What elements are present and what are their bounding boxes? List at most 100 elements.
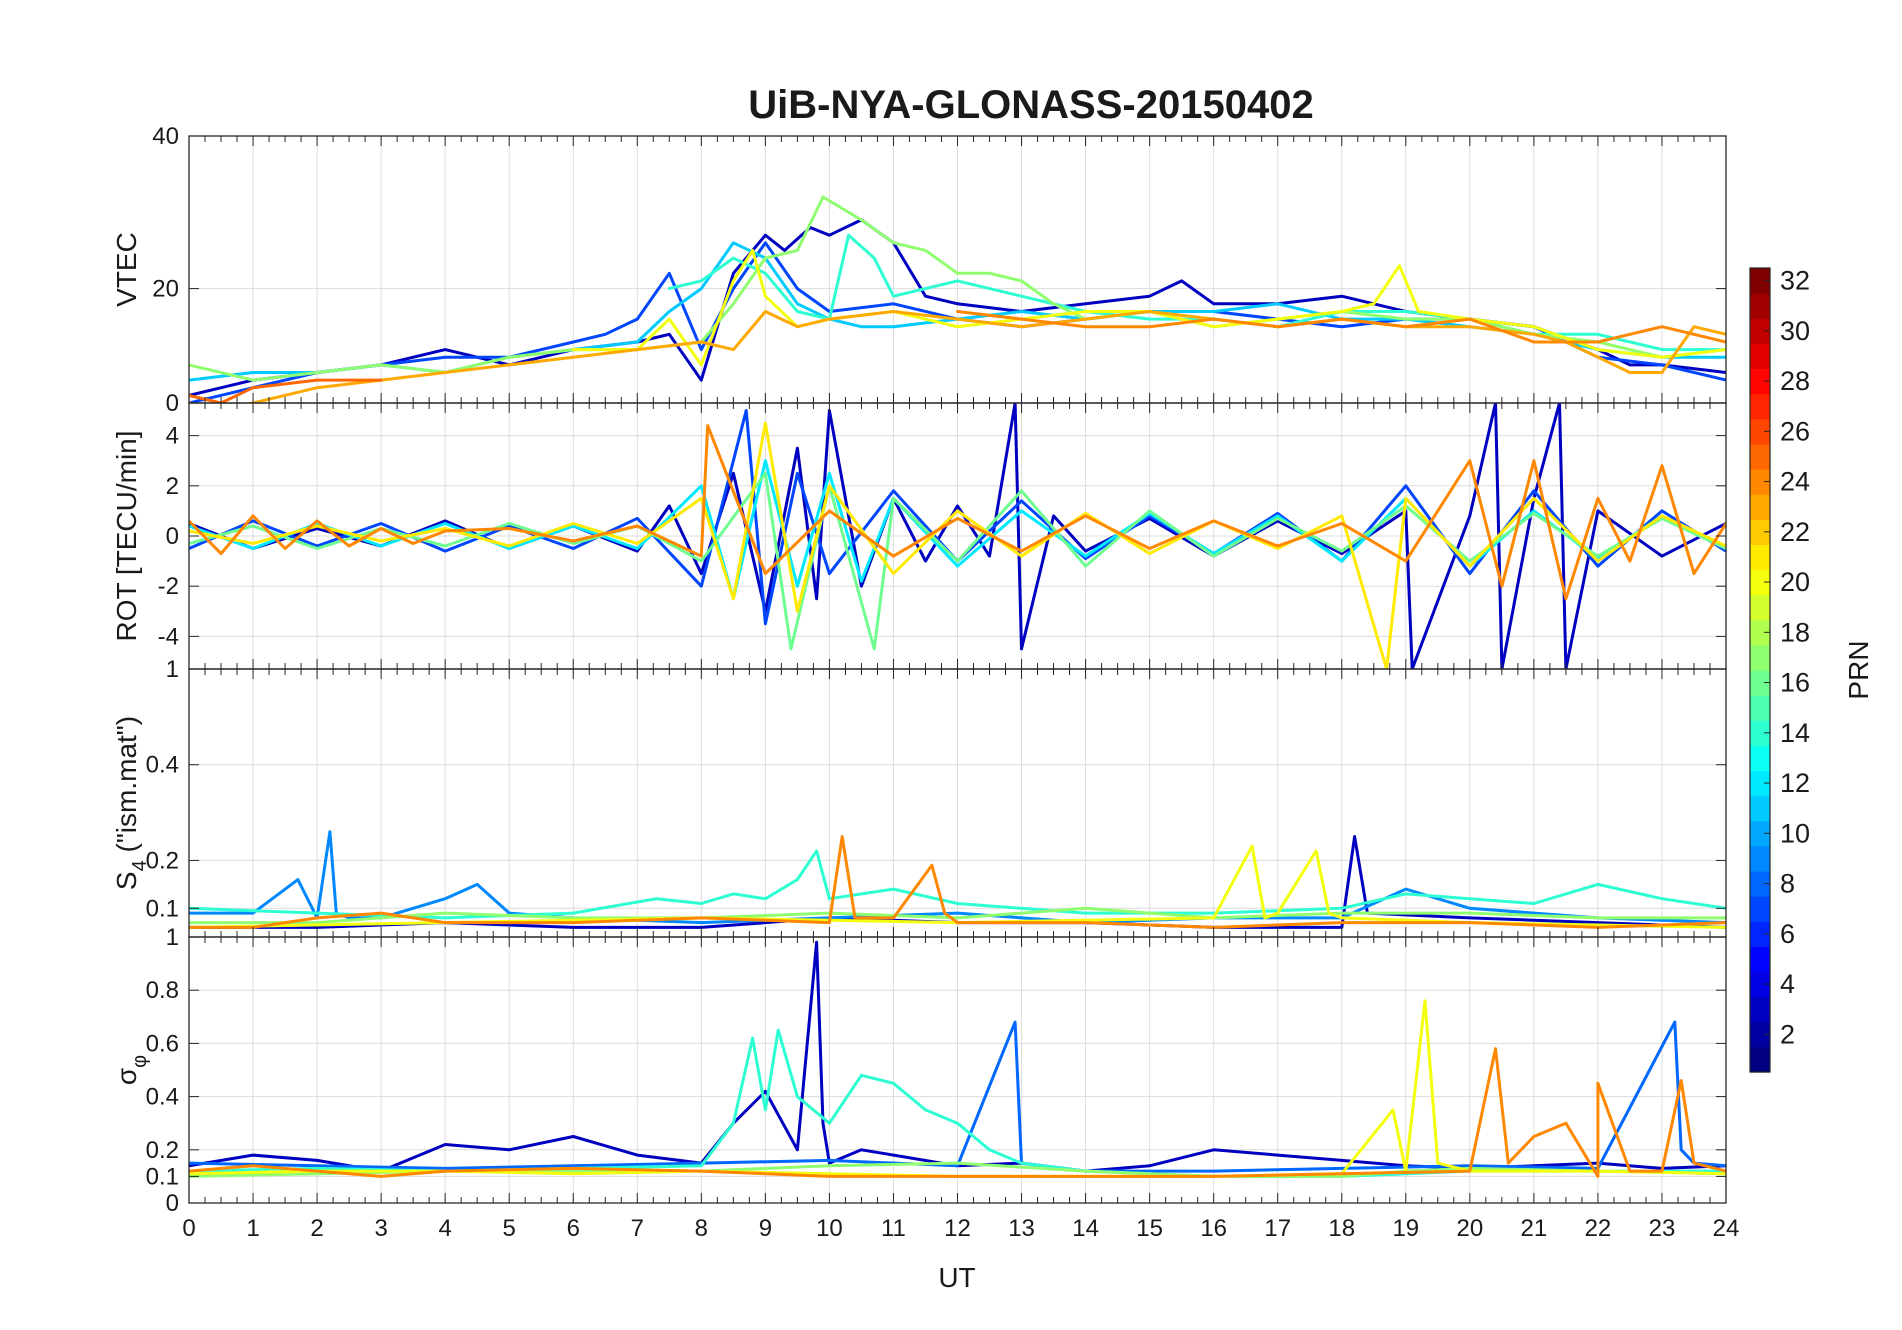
colorbar-segment [1750, 418, 1770, 445]
colorbar-frame [1749, 267, 1771, 1073]
colorbar-segment [1750, 971, 1770, 998]
colorbar-segment [1750, 368, 1770, 395]
colorbar-segment [1750, 745, 1770, 772]
colorbar-segment [1750, 871, 1770, 897]
colorbar-segment [1750, 619, 1770, 646]
x-tick-label: 9 [759, 1215, 772, 1242]
y-axis-label: σφ [111, 1055, 151, 1085]
colorbar-segment [1750, 795, 1770, 822]
y-axis-label: S4 ("ism.mat") [111, 716, 151, 890]
colorbar-segment [1750, 594, 1770, 621]
y-tick-label: 40 [152, 123, 179, 150]
x-tick-label: 2 [310, 1215, 323, 1242]
x-tick-label: 8 [695, 1215, 708, 1242]
y-tick-label: 1 [166, 924, 179, 951]
series-line-prn-17 [189, 906, 1726, 925]
colorbar-segment [1750, 268, 1770, 294]
y-tick-label: 0.1 [146, 895, 179, 922]
y-tick-label: -4 [158, 623, 179, 650]
colorbar-segment [1750, 519, 1770, 545]
series-line-prn-24 [189, 424, 1726, 601]
y-tick-label: 1 [166, 656, 179, 683]
y-tick-label: 0.2 [146, 847, 179, 874]
colorbar-segment [1750, 720, 1770, 746]
colorbar-tick-label: 16 [1780, 668, 1810, 698]
colorbar-segment [1750, 1046, 1770, 1073]
x-tick-label: 16 [1200, 1215, 1227, 1242]
panel-vtec: 20 40 VTEC [111, 123, 1727, 404]
y-tick-label: 0.4 [146, 752, 179, 779]
series-line-prn-14 [189, 849, 1726, 920]
colorbar-tick-label: 32 [1780, 266, 1810, 296]
x-tick-label: 0 [182, 1215, 195, 1242]
x-tick-label: 6 [567, 1215, 580, 1242]
x-tick-label: 5 [503, 1215, 516, 1242]
colorbar-tick-label: 2 [1780, 1019, 1795, 1049]
y-tick-label: 0.4 [146, 1084, 179, 1111]
series-group [189, 940, 1726, 1178]
series-group [189, 830, 1726, 929]
x-tick-label: 17 [1264, 1215, 1291, 1242]
x-tick-label: 13 [1008, 1215, 1035, 1242]
y-axis-label-rest: ("ism.mat") [111, 716, 142, 860]
colorbar-segment [1750, 569, 1770, 596]
series-line-prn-21 [189, 421, 1726, 669]
y-tick-label: 0.8 [146, 977, 179, 1004]
x-tick-label: 7 [631, 1215, 644, 1242]
panel-rot: -4 -2 0 2 4 0 ROT [TECU/min] [111, 390, 1727, 670]
series-line-prn-24 [956, 310, 1726, 344]
colorbar-segment [1750, 494, 1770, 520]
colorbar-segment [1750, 544, 1770, 571]
x-tick-label: 14 [1072, 1215, 1099, 1242]
colorbar-segment [1750, 996, 1770, 1023]
x-tick-label: 12 [944, 1215, 971, 1242]
colorbar-tick-label: 30 [1780, 316, 1810, 346]
x-tick-label: 10 [816, 1215, 843, 1242]
colorbar-tick-label: 26 [1780, 416, 1810, 446]
x-tick-label: 24 [1713, 1215, 1740, 1242]
colorbar-tick-label: 14 [1780, 718, 1810, 748]
y-axis-label-sub: φ [129, 1055, 151, 1068]
colorbar-tick-label: 12 [1780, 768, 1810, 798]
series-line-prn-24 [189, 1047, 1726, 1178]
colorbar-segment [1750, 443, 1770, 470]
series-group [189, 195, 1726, 403]
colorbar-segment [1750, 946, 1770, 973]
colorbar-segment [1750, 845, 1770, 872]
colorbar-segment [1750, 469, 1770, 495]
panel-s4: 0.1 0.2 0.4 1 S4 ("ism.mat") [111, 656, 1727, 938]
colorbar-segment [1750, 695, 1770, 721]
x-tick-label: 18 [1328, 1215, 1355, 1242]
colorbar-segment [1750, 318, 1770, 344]
colorbar-tick-label: 28 [1780, 366, 1810, 396]
colorbar-segment [1750, 293, 1770, 319]
colorbar-tick-label: 10 [1780, 818, 1810, 848]
y-tick-label: 0.1 [146, 1163, 179, 1190]
colorbar-segment [1750, 820, 1770, 847]
colorbar-tick-label: 20 [1780, 567, 1810, 597]
colorbar-segment [1750, 921, 1770, 947]
colorbar-tick-label: 22 [1780, 517, 1810, 547]
series-line-prn-24 [189, 835, 1726, 929]
series-line-prn-25 [189, 378, 383, 403]
colorbar-label: PRN [1843, 640, 1874, 699]
colorbar-tick-label: 24 [1780, 467, 1810, 497]
x-axis-label: UT [938, 1262, 975, 1293]
y-tick-label: 0.2 [146, 1137, 179, 1164]
x-tick-label: 11 [881, 1215, 906, 1242]
chart-title: UiB-NYA-GLONASS-20150402 [748, 83, 1313, 127]
y-tick-label: 4 [166, 423, 179, 450]
y-axis-label: ROT [TECU/min] [111, 430, 142, 641]
colorbar-tick-label: 4 [1780, 969, 1795, 999]
y-tick-label: 0 [166, 390, 179, 417]
y-axis-label-main: σ [111, 1068, 142, 1085]
colorbar-segment [1750, 644, 1770, 671]
x-axis: 0 1 2 3 4 5 6 7 8 9 10 11 12 13 14 15 16 17 18 19 20 21 22 23 24 [182, 1215, 1739, 1242]
y-tick-label: -2 [158, 573, 179, 600]
colorbar-tick-label: 6 [1780, 919, 1795, 949]
y-tick-label: 20 [152, 276, 179, 303]
x-tick-label: 20 [1456, 1215, 1483, 1242]
x-tick-label: 15 [1136, 1215, 1163, 1242]
